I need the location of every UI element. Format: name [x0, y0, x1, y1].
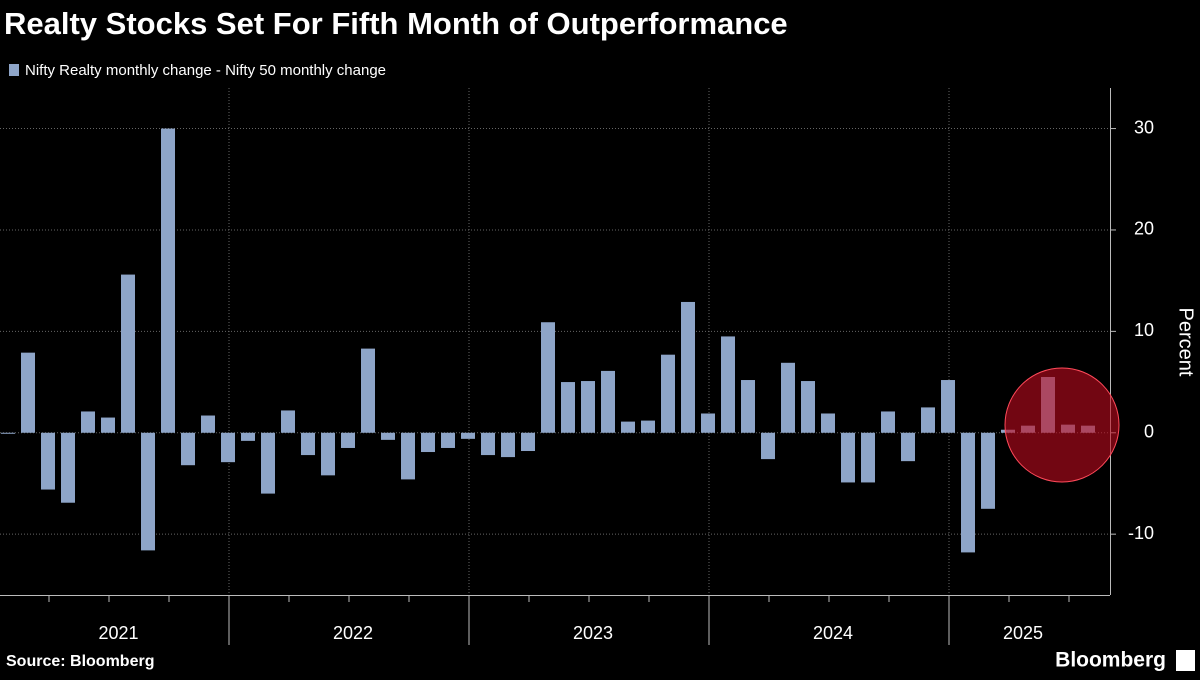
bar	[201, 415, 215, 433]
bar	[481, 432, 495, 456]
bar	[501, 432, 515, 458]
brand-icon	[1176, 650, 1195, 671]
bar	[541, 322, 555, 433]
bar	[421, 432, 435, 453]
y-tick-label: 30	[1134, 117, 1154, 137]
bar	[381, 432, 395, 440]
bar	[661, 354, 675, 433]
bar	[781, 362, 795, 433]
bar	[961, 432, 975, 553]
brand: Bloomberg	[1055, 649, 1166, 672]
bar	[361, 348, 375, 433]
bar	[861, 432, 875, 483]
bar	[821, 413, 835, 433]
bar	[401, 432, 415, 480]
source: Source: Bloomberg	[6, 653, 154, 670]
bar	[441, 432, 455, 448]
legend-label: Nifty Realty monthly change - Nifty 50 m…	[25, 62, 386, 79]
bar	[921, 407, 935, 433]
bar	[761, 432, 775, 460]
bar	[21, 352, 35, 433]
bar	[581, 381, 595, 433]
bar	[681, 301, 695, 433]
bar	[701, 413, 715, 433]
bar	[621, 421, 635, 433]
bar	[301, 432, 315, 456]
bar	[81, 411, 95, 433]
bar	[1, 432, 15, 434]
bar	[721, 336, 735, 433]
bar	[281, 410, 295, 433]
bar	[461, 432, 475, 439]
bar	[881, 411, 895, 433]
y-tick-label: 20	[1134, 219, 1154, 239]
legend-swatch	[9, 64, 19, 76]
bar	[61, 432, 75, 503]
year-label: 2021	[98, 623, 138, 643]
bar	[161, 128, 175, 433]
bar	[181, 432, 195, 466]
year-label: 2025	[1003, 623, 1043, 643]
bar	[321, 432, 335, 476]
y-tick-label: 0	[1144, 422, 1154, 442]
bar	[801, 381, 815, 433]
bar	[341, 432, 355, 448]
year-label: 2022	[333, 623, 373, 643]
bar	[221, 432, 235, 463]
bar	[101, 417, 115, 433]
bar	[901, 432, 915, 462]
bar	[121, 274, 135, 433]
year-label: 2023	[573, 623, 613, 643]
highlight-circle	[1004, 367, 1120, 483]
bar	[981, 432, 995, 509]
bar	[941, 380, 955, 433]
bar	[521, 432, 535, 452]
bar	[561, 382, 575, 433]
bar	[841, 432, 855, 483]
chart-title: Realty Stocks Set For Fifth Month of Out…	[4, 6, 788, 41]
y-tick-label: -10	[1128, 523, 1154, 543]
bar	[601, 370, 615, 433]
bar	[261, 432, 275, 494]
bar	[241, 432, 255, 441]
y-tick-label: 10	[1134, 320, 1154, 340]
bar	[641, 420, 655, 433]
year-label: 2024	[813, 623, 853, 643]
bar	[141, 432, 155, 551]
bar	[741, 380, 755, 433]
bar	[41, 432, 55, 490]
y-axis-label: Percent	[1175, 308, 1197, 377]
